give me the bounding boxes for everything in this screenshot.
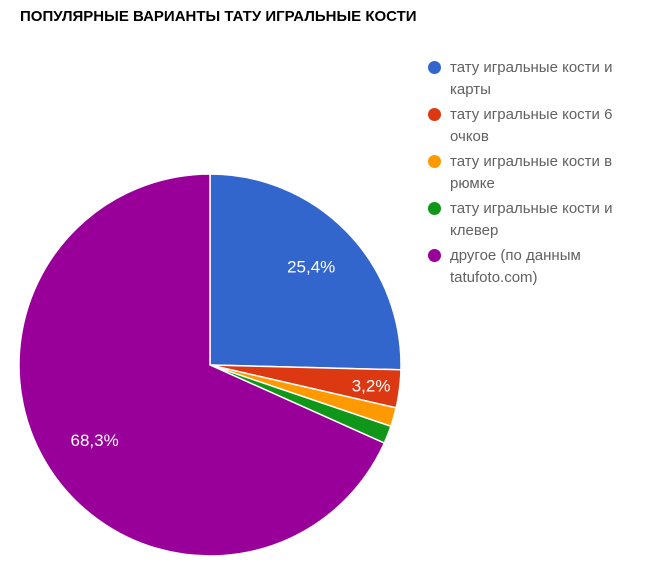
legend-label: тату игральные кости 6 очков xyxy=(450,106,613,145)
legend-label: другое (по данным tatufoto.com) xyxy=(450,247,581,286)
legend-dot-purple-icon xyxy=(428,249,441,262)
pie-slice-label: 25,4% xyxy=(287,257,335,276)
legend-item-dice-cards: тату игральные кости и карты xyxy=(428,57,653,101)
legend-dot-red-icon xyxy=(428,108,441,121)
chart-title: ПОПУЛЯРНЫЕ ВАРИАНТЫ ТАТУ ИГРАЛЬНЫЕ КОСТИ xyxy=(20,8,417,25)
pie-slice-1 xyxy=(209,173,402,371)
legend-item-dice-glass: тату игральные кости в рюмке xyxy=(428,151,653,195)
legend-label: тату игральные кости и карты xyxy=(450,59,613,98)
pie-slice-label: 68,3% xyxy=(70,431,118,450)
legend-label: тату игральные кости и клевер xyxy=(450,200,613,239)
legend-dot-orange-icon xyxy=(428,155,441,168)
legend-dot-blue-icon xyxy=(428,61,441,74)
legend: тату игральные кости и карты тату играль… xyxy=(428,57,653,292)
legend-item-dice-clover: тату игральные кости и клевер xyxy=(428,198,653,242)
pie-slice-label: 3,2% xyxy=(352,376,391,395)
legend-item-dice-six: тату игральные кости 6 очков xyxy=(428,104,653,148)
legend-dot-green-icon xyxy=(428,202,441,215)
legend-item-other: другое (по данным tatufoto.com) xyxy=(428,245,653,289)
legend-label: тату игральные кости в рюмке xyxy=(450,153,613,192)
pie-slice-5 xyxy=(18,173,386,557)
